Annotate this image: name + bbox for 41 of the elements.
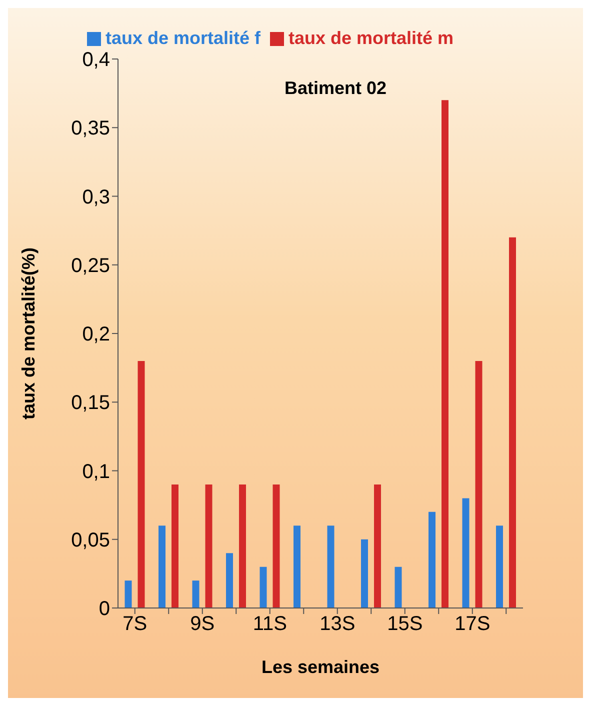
bar — [239, 484, 246, 608]
y-tick-label: 0 — [98, 598, 110, 620]
x-tick-label: 7S — [122, 613, 148, 636]
y-axis-title: taux de mortalité(%) — [18, 247, 38, 420]
legend-label: taux de mortalité f — [105, 28, 260, 48]
bar — [205, 484, 212, 608]
x-tick-label: 13S — [320, 613, 356, 636]
bar — [138, 360, 145, 608]
bar — [172, 484, 178, 608]
y-tick-label: 0,25 — [71, 254, 110, 277]
y-tick-label: 0,1 — [82, 460, 110, 483]
bar — [394, 566, 402, 608]
x-tick-label: 11S — [252, 613, 287, 636]
bar — [272, 484, 280, 608]
y-tick-label: 0,2 — [82, 324, 110, 346]
bar — [462, 498, 470, 608]
x-tick-label: 15S — [387, 613, 423, 636]
y-tick-label: 0,15 — [71, 392, 110, 414]
bar — [374, 484, 381, 608]
bar — [226, 553, 233, 608]
bar — [361, 539, 368, 608]
bar — [509, 237, 516, 608]
bar — [124, 580, 132, 608]
bar — [192, 580, 200, 608]
y-tick-label: 0,05 — [71, 529, 110, 552]
y-tick-label: 0,35 — [71, 118, 110, 140]
text: Batiment 02 — [283, 78, 388, 99]
bar — [294, 526, 300, 608]
bar — [428, 512, 436, 608]
x-tick-label: 17S — [454, 613, 490, 636]
y-tick-label: 0,3 — [82, 186, 110, 208]
bar — [496, 526, 503, 608]
x-axis-title: Les semaines — [261, 657, 380, 677]
bar — [475, 360, 482, 608]
legend-label: taux de mortalité m — [288, 28, 454, 48]
bar — [158, 526, 166, 608]
bar — [260, 566, 267, 608]
x-tick-label: 9S — [190, 613, 215, 636]
bar — [442, 100, 448, 608]
bar — [327, 526, 334, 608]
y-tick-label: 0,4 — [82, 49, 110, 72]
